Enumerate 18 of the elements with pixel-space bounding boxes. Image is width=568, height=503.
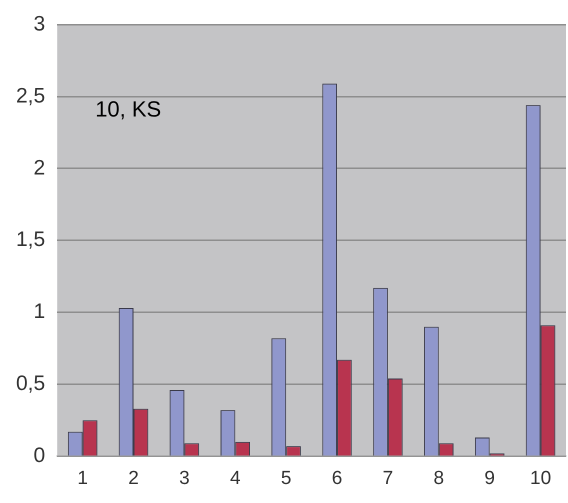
x-tick-label: 5 bbox=[280, 468, 292, 489]
x-tick-label: 10 bbox=[530, 468, 552, 489]
x-tick-label: 6 bbox=[332, 468, 342, 489]
y-tick-label: 1,5 bbox=[16, 228, 46, 252]
y-tick-label: 3 bbox=[34, 12, 46, 36]
y-tick-label: 2 bbox=[34, 156, 46, 180]
x-tick-label: 1 bbox=[77, 468, 88, 489]
y-tick-label: 0,5 bbox=[16, 372, 46, 396]
x-tick-label: 7 bbox=[382, 468, 394, 489]
x-tick-label: 4 bbox=[230, 468, 241, 489]
y-tick-label: 1 bbox=[34, 300, 46, 324]
x-tick-label: 8 bbox=[434, 468, 444, 489]
y-tick-label: 2,5 bbox=[16, 84, 46, 108]
x-tick-label: 3 bbox=[179, 468, 190, 489]
x-tick-label: 9 bbox=[484, 468, 495, 489]
annotation: 10, KS bbox=[95, 96, 162, 122]
x-tick-label: 2 bbox=[128, 468, 139, 489]
y-tick-label: 0 bbox=[34, 444, 46, 467]
